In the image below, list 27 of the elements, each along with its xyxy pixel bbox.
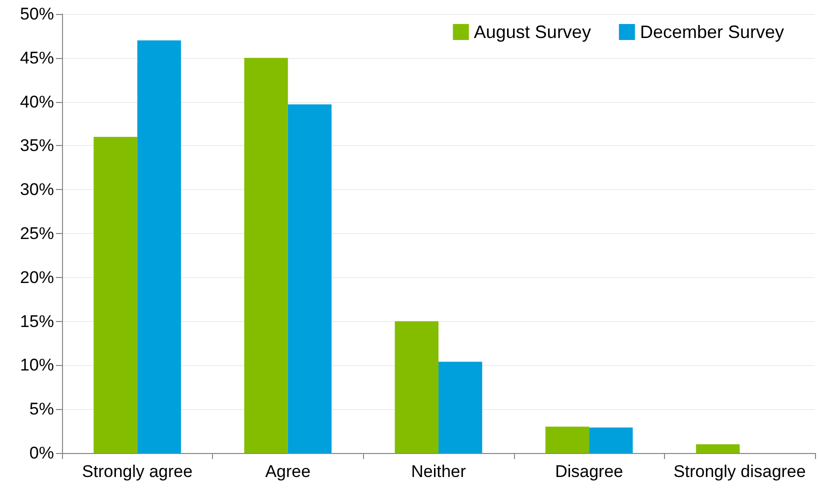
bar	[589, 428, 633, 453]
y-tick-label: 5%	[29, 400, 54, 419]
legend-label: August Survey	[474, 22, 591, 42]
bar	[137, 40, 181, 453]
y-tick-label: 15%	[20, 312, 54, 331]
y-tick-label: 45%	[20, 48, 54, 68]
x-tick-label: Agree	[265, 462, 311, 481]
y-tick-label: 10%	[20, 356, 54, 375]
bar	[545, 426, 590, 453]
bar	[244, 58, 288, 453]
bar	[696, 444, 740, 453]
y-tick-label: 50%	[20, 4, 54, 24]
x-tick-label: Neither	[411, 462, 466, 481]
x-tick-label: Strongly agree	[82, 462, 193, 481]
y-tick-label: 20%	[20, 268, 54, 287]
y-tick-label: 35%	[20, 136, 54, 156]
y-tick-label: 30%	[20, 180, 54, 200]
bar	[288, 104, 332, 453]
bar	[94, 136, 138, 453]
y-tick-label: 25%	[20, 224, 54, 243]
x-tick-label: Strongly disagree	[674, 462, 806, 481]
y-tick-label: 40%	[20, 92, 54, 112]
bar	[394, 321, 438, 453]
x-tick-label: Disagree	[555, 462, 624, 481]
legend-label: December Survey	[640, 22, 784, 42]
y-tick-label: 0%	[29, 444, 54, 462]
bar	[438, 362, 482, 453]
